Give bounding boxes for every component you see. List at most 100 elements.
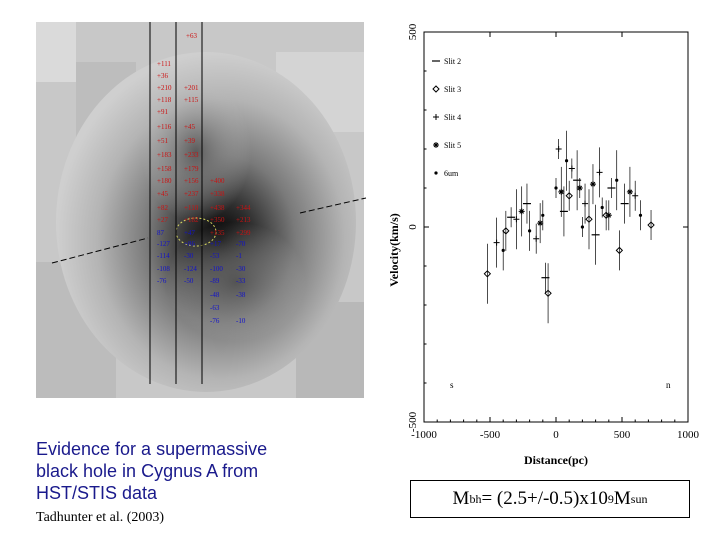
marker-dot bbox=[580, 225, 584, 229]
marker-plus bbox=[433, 114, 439, 120]
blueshift-label: -127 bbox=[157, 240, 170, 248]
blueshift-label: -70 bbox=[236, 240, 246, 248]
marker-plus bbox=[555, 146, 562, 152]
marker-diamond bbox=[483, 270, 492, 278]
redshift-label: +118 bbox=[157, 96, 172, 104]
marker-star bbox=[433, 142, 439, 148]
marker-star bbox=[576, 185, 583, 191]
x-tick-label: 0 bbox=[553, 429, 559, 441]
redshift-label: +91 bbox=[157, 108, 168, 116]
marker-dot bbox=[564, 159, 569, 163]
redshift-label: +110 bbox=[184, 204, 199, 212]
marker-plus bbox=[596, 169, 603, 176]
redshift-label: +350 bbox=[210, 216, 225, 224]
slide-caption: Evidence for a supermassive black hole i… bbox=[36, 438, 336, 504]
x-tick-label: 500 bbox=[614, 429, 631, 441]
marker-plus bbox=[568, 165, 575, 172]
marker-diamond bbox=[585, 215, 593, 223]
marker-dot bbox=[528, 229, 532, 233]
y-tick-label: -500 bbox=[407, 411, 419, 432]
redshift-label: +180 bbox=[157, 177, 172, 185]
plot-frame bbox=[423, 31, 689, 423]
marker-diamond bbox=[544, 289, 552, 298]
marker-star bbox=[558, 188, 565, 195]
legend-label: Slit 2 bbox=[444, 57, 461, 66]
marker-plus bbox=[513, 216, 520, 223]
marker-dot bbox=[600, 205, 604, 210]
blueshift-label: -53 bbox=[210, 252, 220, 260]
x-tick-label: 1000 bbox=[677, 429, 700, 441]
blueshift-label: +47 bbox=[184, 229, 195, 237]
y-axis-label: Velocity(km/s) bbox=[387, 213, 401, 287]
redshift-label: +116 bbox=[157, 123, 172, 131]
marker-plus bbox=[582, 200, 589, 207]
redshift-label: +338 bbox=[210, 190, 225, 198]
formula-bh-subscript: bh bbox=[469, 491, 482, 506]
marker-star bbox=[518, 208, 525, 215]
marker-dot bbox=[638, 213, 643, 217]
redshift-label: +237 bbox=[184, 190, 199, 198]
x-tick-label: -500 bbox=[480, 429, 501, 441]
panel-label-north: n bbox=[666, 380, 671, 390]
redshift-label: +438 bbox=[210, 204, 225, 212]
blueshift-label: -48 bbox=[210, 291, 220, 299]
marker-plus bbox=[533, 235, 540, 242]
marker-plus bbox=[632, 192, 639, 199]
marker-plus bbox=[493, 239, 500, 246]
blueshift-label: -50 bbox=[184, 277, 194, 285]
redshift-label: +344 bbox=[236, 204, 251, 212]
redshift-label: +27 bbox=[157, 216, 168, 224]
blueshift-label: -108 bbox=[157, 265, 170, 273]
hst-image-panel: +63 +111 +36 +210 +201 +118 +115 +91 +116 +45 +51 +… bbox=[36, 22, 364, 398]
redshift-label: +179 bbox=[184, 165, 199, 173]
redshift-label: +233 bbox=[184, 151, 199, 159]
blueshift-label: 87 bbox=[157, 229, 165, 237]
blueshift-label: -63 bbox=[210, 304, 220, 312]
blueshift-label: -30 bbox=[184, 252, 194, 260]
marker-dot bbox=[615, 178, 619, 182]
redshift-label: +45 bbox=[157, 190, 168, 198]
formula-m-sun: M bbox=[613, 488, 631, 509]
marker-dot bbox=[501, 248, 505, 252]
redshift-label: +213 bbox=[236, 216, 251, 224]
blueshift-label: -124 bbox=[184, 265, 197, 273]
marker-dot bbox=[554, 186, 558, 190]
redshift-label: +201 bbox=[184, 84, 199, 92]
marker-diamond bbox=[432, 85, 440, 93]
marker-diamond bbox=[565, 192, 573, 200]
marker-dot bbox=[541, 213, 545, 217]
redshift-label: +63 bbox=[186, 32, 197, 40]
redshift-label: +400 bbox=[210, 177, 225, 185]
caption-line-2: black hole in Cygnus A from bbox=[36, 461, 259, 481]
redshift-label: +182 bbox=[184, 216, 199, 224]
redshift-label: +115 bbox=[184, 96, 199, 104]
caption-line-3: HST/STIS data bbox=[36, 483, 158, 503]
formula-value: = (2.5+/-0.5)x10 bbox=[481, 488, 608, 509]
redshift-label: +183 bbox=[157, 151, 172, 159]
x-axis-label: Distance(pc) bbox=[524, 453, 588, 467]
redshift-label: +158 bbox=[157, 165, 172, 173]
panel-label-south: s bbox=[450, 380, 454, 390]
marker-diamond bbox=[502, 227, 510, 235]
blueshift-label: -38 bbox=[236, 291, 246, 299]
blueshift-label: -100 bbox=[210, 265, 223, 273]
legend-label: 6um bbox=[444, 169, 459, 178]
blueshift-labels: 87 +47 -127 +86 +17 -70 -114 -30 -53 -1 -108 -124 -1… bbox=[157, 229, 246, 325]
caption-line-1: Evidence for a supermassive bbox=[36, 439, 268, 459]
blueshift-label: +17 bbox=[210, 240, 221, 248]
marker-dot bbox=[434, 171, 438, 175]
y-tick-label: 0 bbox=[407, 224, 419, 230]
redshift-label: +210 bbox=[157, 84, 172, 92]
legend-label: Slit 3 bbox=[444, 85, 461, 94]
blueshift-label: -114 bbox=[157, 252, 170, 260]
formula-sun-subscript: sun bbox=[630, 491, 648, 506]
legend-label: Slit 5 bbox=[444, 141, 461, 150]
velocity-distance-chart: Velocity(km/s) Distance(pc) s n -1000 -50… bbox=[387, 23, 700, 467]
blueshift-label: -89 bbox=[210, 277, 220, 285]
formula-m: M bbox=[452, 488, 470, 509]
blueshift-label: -1 bbox=[236, 252, 242, 260]
marker-star bbox=[626, 188, 633, 195]
redshift-label: +156 bbox=[184, 177, 199, 185]
